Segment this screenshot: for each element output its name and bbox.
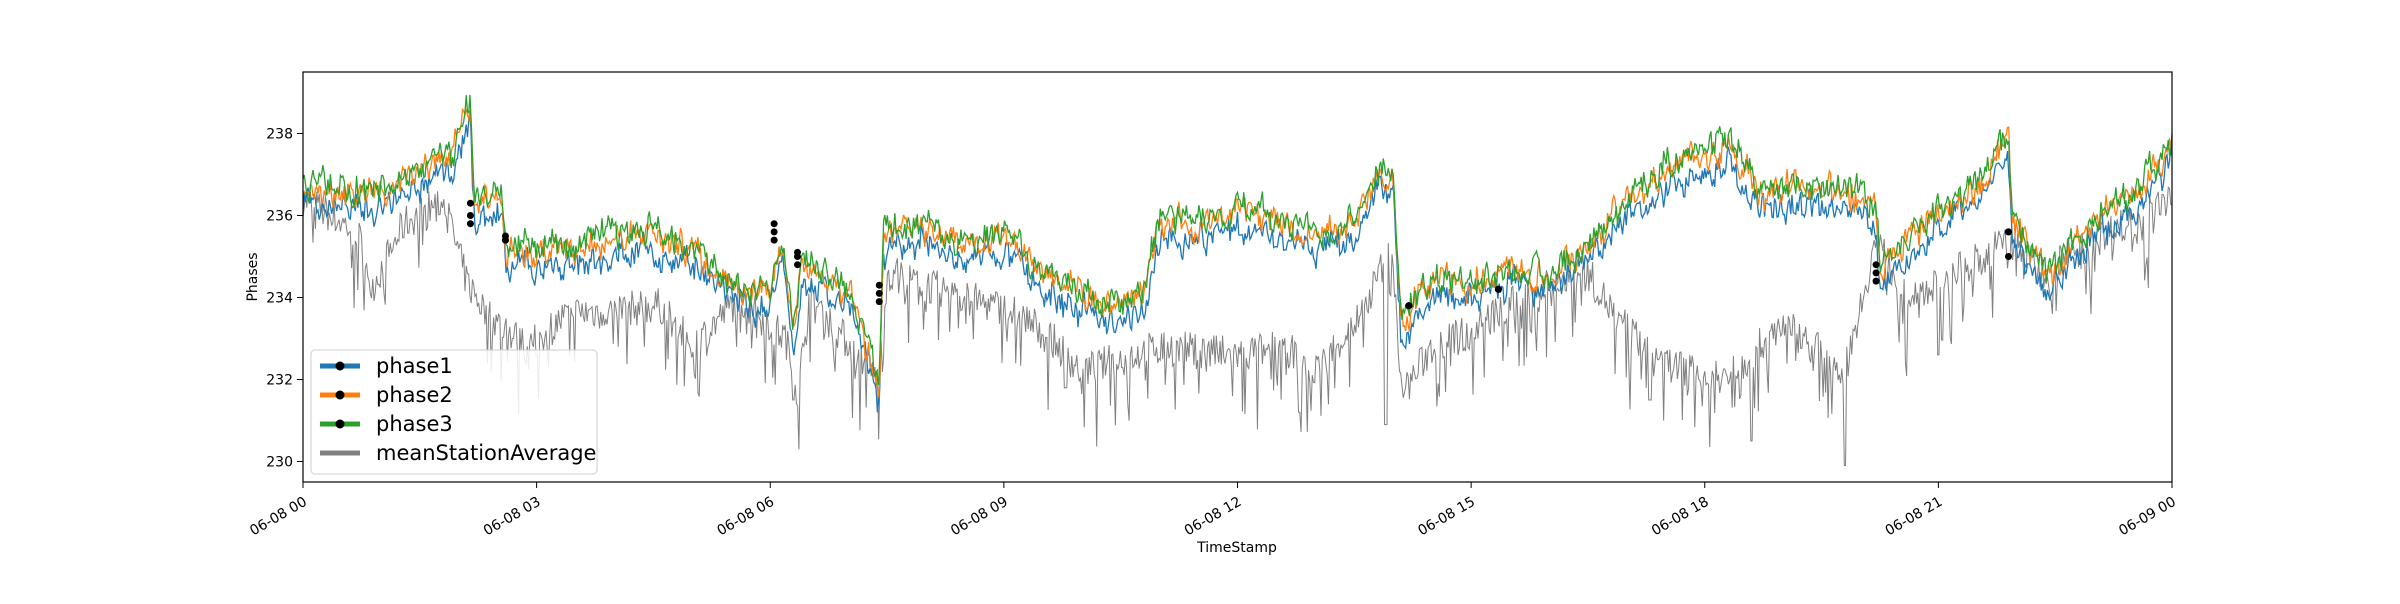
marker-phase2-2: [770, 220, 778, 228]
marker-phase3-7: [1872, 261, 1880, 269]
legend: phase1 phase2 phase3 meanStationAverage: [310, 349, 598, 475]
marker-phase3-2: [770, 228, 778, 236]
legend-label-phase2: phase2: [376, 383, 453, 407]
x-axis-label: TimeStamp: [1196, 540, 1277, 556]
legend-marker-phase3: [335, 419, 345, 429]
marker-phase3-6: [1494, 285, 1502, 293]
legend-entry-meanStationAverage: meanStationAverage: [320, 441, 596, 465]
marker-phase1-0: [466, 220, 474, 228]
legend-box: [310, 349, 598, 475]
marker-phase1-8: [2004, 253, 2012, 260]
marker-phase1-3: [794, 261, 802, 269]
marker-phase3-4: [875, 281, 883, 289]
y-tick-label-1: 232: [266, 373, 293, 389]
marker-phase1-2: [770, 236, 778, 244]
marker-phase2-0: [466, 199, 474, 207]
marker-phase3-0: [466, 212, 474, 219]
marker-phase3-1: [501, 236, 509, 244]
y-tick-label-0: 230: [266, 455, 293, 471]
series-line-phase1: [302, 111, 2173, 413]
series-line-phase2: [302, 107, 2173, 398]
legend-marker-phase1: [335, 361, 345, 371]
y-axis-ticks: 230 232 234 236 238: [266, 127, 303, 471]
marker-phase1-7: [1872, 277, 1880, 285]
legend-entry-phase1: phase1: [320, 354, 453, 378]
legend-label-phase1: phase1: [376, 354, 453, 378]
series-line-phase3: [302, 94, 2173, 386]
series-line-meanStationAverage: [302, 186, 2173, 467]
legend-label-phase3: phase3: [376, 412, 453, 436]
marker-phase2-4: [875, 289, 883, 297]
y-tick-label-4: 238: [266, 127, 293, 143]
marker-phase2-7: [1872, 269, 1880, 277]
marker-phase1-4: [875, 298, 883, 306]
marker-layer: [466, 199, 2012, 310]
marker-phase3-3: [794, 248, 802, 256]
marker-phase3-5: [1405, 302, 1413, 310]
y-tick-label-3: 236: [266, 209, 293, 225]
marker-phase3-8: [2004, 228, 2012, 236]
legend-label-meanStationAverage: meanStationAverage: [376, 441, 596, 465]
series-layer: [302, 94, 2173, 467]
legend-marker-phase2: [335, 390, 345, 400]
y-tick-label-2: 234: [266, 291, 293, 307]
y-axis-label: Phases: [245, 252, 261, 301]
legend-entry-phase2: phase2: [320, 383, 453, 407]
legend-entry-phase3: phase3: [320, 412, 453, 436]
